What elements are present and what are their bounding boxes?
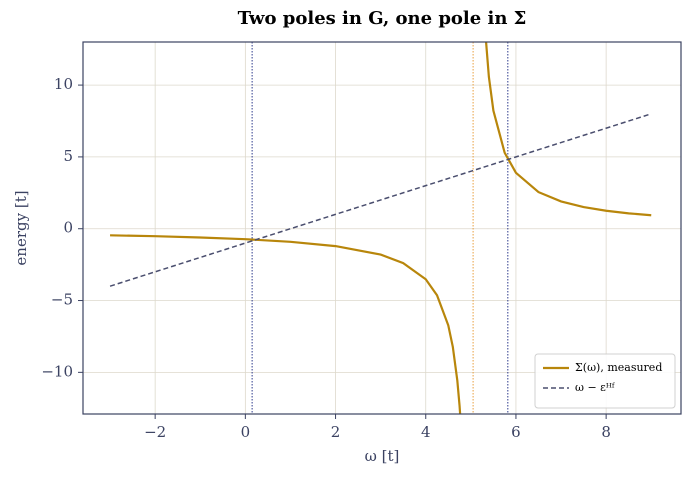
x-tick-label: 0 bbox=[241, 423, 251, 441]
x-tick-label: 2 bbox=[331, 423, 341, 441]
y-axis-label: energy [t] bbox=[12, 190, 30, 265]
y-tick-label: −10 bbox=[41, 362, 73, 380]
x-tick-label: −2 bbox=[144, 423, 166, 441]
legend-box bbox=[534, 353, 676, 409]
x-tick-label: 6 bbox=[511, 423, 521, 441]
chart-title: Two poles in G, one pole in Σ bbox=[238, 8, 527, 29]
x-tick-label: 8 bbox=[601, 423, 611, 441]
x-axis-label: ω [t] bbox=[365, 447, 400, 465]
series-line bbox=[109, 113, 652, 287]
y-tick-label: 10 bbox=[54, 75, 73, 93]
y-tick-label: 5 bbox=[63, 147, 73, 165]
y-tick-label: −5 bbox=[51, 291, 73, 309]
y-tick-label: 0 bbox=[63, 219, 73, 237]
legend: Σ(ω), measured ω − εᴴᶠ bbox=[534, 353, 676, 409]
legend-label: ω − εᴴᶠ bbox=[575, 381, 615, 394]
x-tick-label: 4 bbox=[421, 423, 431, 441]
series-line bbox=[110, 42, 652, 414]
grid: −2 0 2 4 6 8 −10 −5 0 5 10 bbox=[41, 42, 681, 441]
frame bbox=[82, 41, 682, 415]
legend-label: Σ(ω), measured bbox=[575, 361, 662, 374]
plot-area bbox=[109, 42, 652, 414]
